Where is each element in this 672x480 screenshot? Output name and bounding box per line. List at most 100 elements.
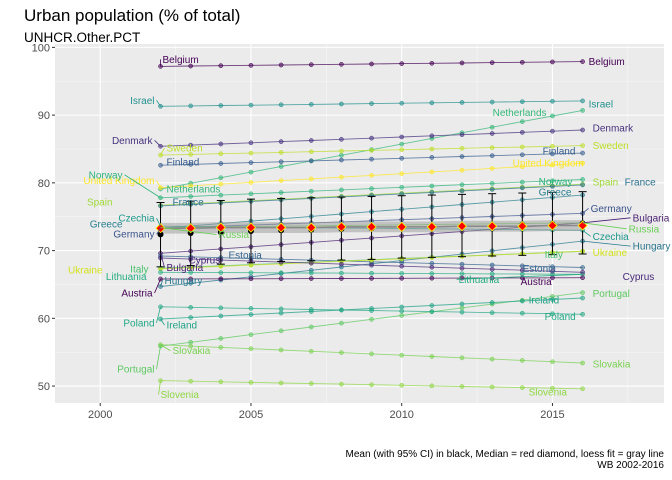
- label-leader: [582, 229, 591, 237]
- series-label: Ireland: [529, 296, 560, 307]
- data-point: [308, 62, 314, 68]
- data-point: [339, 320, 344, 326]
- data-point: [278, 270, 284, 276]
- data-point: [489, 187, 495, 192]
- median-diamond: [185, 223, 196, 234]
- series-label: Netherlands: [167, 184, 221, 195]
- series-label: Portugal: [593, 289, 630, 300]
- data-point: [248, 102, 254, 108]
- label-leader: [582, 208, 589, 214]
- data-point: [550, 184, 555, 189]
- y-tick-label: 50: [38, 381, 50, 393]
- data-point: [308, 260, 314, 266]
- data-point: [369, 147, 374, 153]
- label-leader: [156, 100, 161, 107]
- data-point: [308, 158, 314, 164]
- series-label: France: [625, 177, 657, 188]
- series-label: Slovakia: [593, 360, 631, 371]
- data-point: [308, 276, 314, 281]
- series-label: Norway: [89, 170, 123, 181]
- data-point: [459, 305, 465, 311]
- series-label: Italy: [545, 250, 563, 261]
- data-point: [339, 350, 344, 355]
- data-point: [188, 315, 194, 320]
- data-point: [399, 304, 405, 310]
- data-point: [188, 162, 194, 167]
- data-point: [519, 298, 525, 304]
- data-point: [248, 380, 254, 385]
- data-point: [489, 131, 495, 136]
- series-label: Bulgaria: [167, 263, 204, 274]
- label-leader: [156, 228, 161, 235]
- data-point: [339, 152, 344, 158]
- data-point: [248, 332, 254, 337]
- data-point: [399, 184, 405, 190]
- series-label: Cyprus: [189, 256, 221, 267]
- data-point: [580, 311, 585, 317]
- median-diamond: [517, 221, 528, 232]
- data-point: [550, 264, 555, 270]
- data-point: [459, 167, 465, 173]
- series-label: Russia: [219, 230, 250, 241]
- data-point: [188, 343, 194, 349]
- series-label: Ireland: [167, 321, 198, 332]
- series-label: Lithuania: [106, 272, 147, 283]
- data-point: [489, 153, 495, 159]
- data-point: [550, 268, 555, 274]
- data-point: [399, 313, 405, 318]
- data-point: [429, 354, 435, 359]
- series-label: Czechia: [118, 214, 155, 225]
- median-diamond: [306, 222, 317, 233]
- data-point: [278, 150, 284, 155]
- data-point: [580, 265, 585, 270]
- series-label: Estonia: [229, 251, 263, 262]
- data-point: [580, 59, 585, 64]
- data-point: [308, 188, 314, 194]
- series-label: Denmark: [112, 136, 154, 147]
- label-leader: [154, 278, 161, 294]
- data-point: [459, 355, 465, 361]
- data-point: [459, 145, 465, 151]
- series-label: Hungary: [165, 276, 203, 287]
- chart-title: Urban population (% of total): [24, 6, 241, 25]
- series-label: Estonia: [523, 264, 557, 275]
- label-leader: [160, 227, 217, 235]
- data-point: [188, 63, 194, 69]
- summary-layer: [155, 191, 588, 268]
- mean-point: [157, 231, 164, 238]
- data-point: [519, 152, 525, 158]
- median-diamond: [366, 221, 377, 232]
- y-tick-label: 60: [38, 313, 50, 325]
- series-label: Norway: [539, 177, 573, 188]
- data-point: [399, 171, 405, 177]
- data-point: [218, 181, 224, 187]
- series-label: United Kingdom: [83, 176, 154, 187]
- data-point: [519, 385, 525, 390]
- data-point: [188, 194, 194, 199]
- series-label: Bulgaria: [633, 213, 670, 224]
- data-point: [399, 352, 405, 358]
- series-label: Netherlands: [493, 108, 547, 119]
- data-point: [550, 178, 555, 184]
- data-point: [550, 98, 555, 104]
- data-point: [429, 146, 435, 152]
- label-leader: [158, 380, 161, 395]
- data-point: [248, 306, 254, 311]
- series-label: Finland: [167, 158, 200, 169]
- series-label: Cyprus: [623, 272, 655, 283]
- data-point: [369, 308, 374, 313]
- series-label: Slovakia: [173, 346, 211, 357]
- series-label: Sweden: [593, 141, 629, 152]
- series-label: Sweden: [167, 144, 203, 155]
- data-point: [399, 308, 405, 314]
- series-label: Greece: [90, 220, 123, 231]
- data-point: [248, 312, 254, 317]
- data-point: [369, 135, 374, 141]
- data-point: [369, 61, 374, 67]
- series-label: France: [173, 197, 205, 208]
- data-point: [580, 177, 585, 182]
- data-point: [429, 100, 435, 106]
- data-point: [580, 160, 585, 166]
- data-point: [188, 152, 194, 157]
- series-label: Russia: [629, 224, 660, 235]
